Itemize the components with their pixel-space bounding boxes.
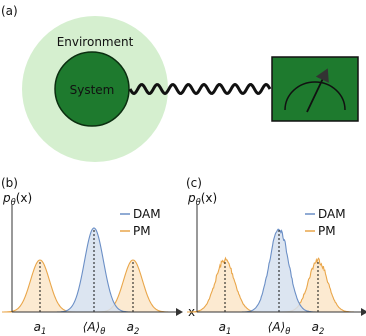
math-part: a [127,320,134,334]
coupling-wave [128,82,272,96]
math-part: θ [196,197,201,207]
environment-label: Environment [57,35,134,49]
legend-label: PM [133,224,151,238]
math-label: ⟨A⟩θ [83,320,106,336]
math-part: a [34,320,41,334]
math-part: θ [11,197,16,207]
math-part: 2 [134,326,139,336]
math-part: ⟨A⟩ [83,320,101,334]
panel-label: (a) [1,4,18,18]
math-part: a [219,320,226,334]
legend-label: DAM [133,207,161,221]
meter-dial [284,81,346,111]
math-part: a [312,320,319,334]
math-part: 1 [226,326,231,336]
system-circle [54,51,130,127]
math-part: (x) [16,191,32,205]
math-part: 1 [41,326,46,336]
math-label: a1 [34,320,47,336]
meter-needle [306,68,329,113]
math-part: p [187,191,196,205]
math-part: p [2,191,11,205]
math-part: θ [100,326,105,336]
math-label: a2 [312,320,325,336]
math-part: 2 [319,326,324,336]
system-label: System [70,83,115,97]
math-label: pθ(x) [2,191,32,207]
legend-label: PM [318,224,336,238]
legend-label: DAM [318,207,346,221]
math-label: a2 [127,320,140,336]
math-label: a1 [219,320,232,336]
panel-label: (c) [186,176,202,190]
math-part: ⟨A⟩ [268,320,286,334]
math-part: θ [285,326,290,336]
math-label: pθ(x) [187,191,217,207]
meter-box [271,56,359,122]
math-part: (x) [201,191,217,205]
math-label: ⟨A⟩θ [268,320,291,336]
panel-label: (b) [1,176,18,190]
